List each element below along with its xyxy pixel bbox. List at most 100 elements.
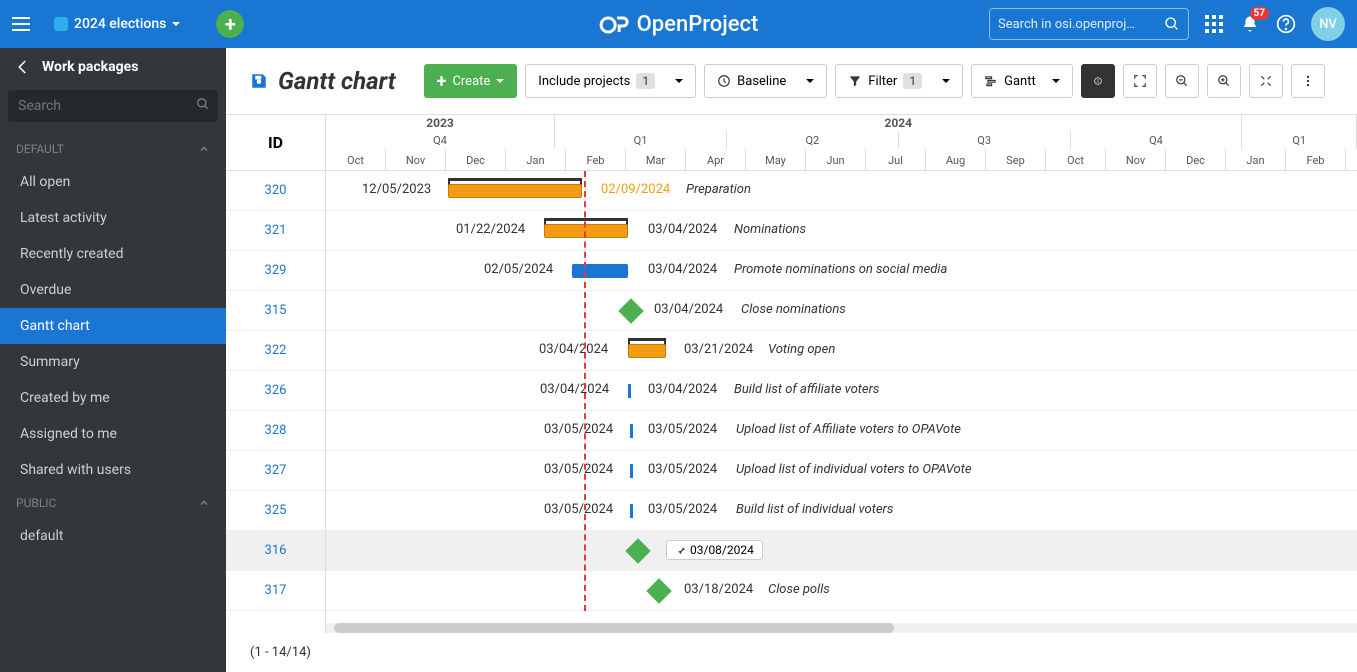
sidebar-item[interactable]: Assigned to me xyxy=(0,416,226,452)
filter-button[interactable]: Filter 1 xyxy=(835,64,963,98)
work-package-link[interactable]: 327 xyxy=(265,463,287,478)
notifications-icon[interactable]: 57 xyxy=(1239,13,1261,35)
sidebar-item[interactable]: Recently created xyxy=(0,236,226,272)
global-search[interactable] xyxy=(989,8,1189,40)
sidebar-item[interactable]: All open xyxy=(0,164,226,200)
sidebar-section-header[interactable]: DEFAULT xyxy=(0,134,226,164)
sidebar-item[interactable]: Shared with users xyxy=(0,452,226,488)
pinned-date-label[interactable]: 03/08/2024 xyxy=(666,540,763,560)
task-label: Nominations xyxy=(734,222,806,237)
end-date-label: 03/04/2024 xyxy=(648,262,717,277)
timeline-area[interactable]: 20232024 Q4Q1Q2Q3Q4Q1 OctNovDecJanFebMar… xyxy=(326,115,1357,633)
quarter-cell: Q4 xyxy=(326,131,555,149)
info-button[interactable] xyxy=(1081,64,1115,98)
timeline-row[interactable]: 12/05/202302/09/2024Preparation xyxy=(326,171,1357,211)
table-row-id: 317 xyxy=(226,571,325,611)
task-label: Promote nominations on social media xyxy=(734,262,947,277)
sidebar-item[interactable]: Latest activity xyxy=(0,200,226,236)
milestone-diamond[interactable] xyxy=(618,298,643,323)
work-package-link[interactable]: 321 xyxy=(265,223,287,238)
table-row-id: 328 xyxy=(226,411,325,451)
month-cell: Oct xyxy=(326,149,386,171)
timeline-row[interactable]: 03/05/202403/05/2024Build list of indivi… xyxy=(326,491,1357,531)
milestone-diamond[interactable] xyxy=(625,538,650,563)
project-selector[interactable]: 2024 elections xyxy=(54,16,180,32)
id-column: ID 320 321 329 315 322 326 328 327 325 316 317 xyxy=(226,115,326,633)
chevron-down-icon xyxy=(496,79,504,83)
gantt-bar[interactable] xyxy=(630,424,633,438)
fullscreen-button[interactable] xyxy=(1123,64,1157,98)
timeline-header: 20232024 Q4Q1Q2Q3Q4Q1 OctNovDecJanFebMar… xyxy=(326,115,1357,171)
sidebar-item[interactable]: Summary xyxy=(0,344,226,380)
work-package-link[interactable]: 316 xyxy=(265,543,287,558)
logo[interactable]: OpenProject xyxy=(599,11,759,37)
id-column-header[interactable]: ID xyxy=(226,115,325,171)
timeline-row[interactable]: 03/04/202403/21/2024Voting open xyxy=(326,331,1357,371)
timeline-row[interactable]: 03/04/2024 Close nominations xyxy=(326,291,1357,331)
timeline-row[interactable]: 03/08/2024 xyxy=(326,531,1357,571)
gantt-bar[interactable] xyxy=(628,344,666,358)
create-button[interactable]: + Create xyxy=(424,64,518,98)
gantt-view-button[interactable]: Gantt xyxy=(971,64,1073,98)
user-avatar[interactable]: NV xyxy=(1311,7,1345,41)
work-package-link[interactable]: 317 xyxy=(265,583,287,598)
month-cell: Oct xyxy=(1046,149,1106,171)
add-button[interactable]: + xyxy=(216,10,244,38)
global-search-input[interactable] xyxy=(998,17,1164,32)
timeline-row[interactable]: 03/04/202403/04/2024Build list of affili… xyxy=(326,371,1357,411)
work-package-link[interactable]: 325 xyxy=(265,503,287,518)
timeline-row[interactable]: 03/05/202403/05/2024Upload list of indiv… xyxy=(326,451,1357,491)
pager: (1 - 14/14) xyxy=(226,633,1357,672)
sidebar-item[interactable]: Created by me xyxy=(0,380,226,416)
work-package-link[interactable]: 322 xyxy=(265,343,287,358)
sidebar-item[interactable]: Gantt chart xyxy=(0,308,226,344)
gantt-bar[interactable] xyxy=(544,224,628,238)
work-package-link[interactable]: 329 xyxy=(265,263,287,278)
plus-icon: + xyxy=(437,71,447,92)
timeline-row[interactable]: 01/22/202403/04/2024Nominations xyxy=(326,211,1357,251)
help-icon[interactable] xyxy=(1275,13,1297,35)
table-row-id: 315 xyxy=(226,291,325,331)
timeline-row[interactable]: 03/05/202403/05/2024Upload list of Affil… xyxy=(326,411,1357,451)
end-date-label: 03/04/2024 xyxy=(654,302,723,317)
work-package-link[interactable]: 326 xyxy=(265,383,287,398)
table-row-id: 325 xyxy=(226,491,325,531)
timeline-row[interactable]: 03/18/2024Close polls xyxy=(326,571,1357,611)
work-package-link[interactable]: 315 xyxy=(265,303,287,318)
expand-all-button[interactable] xyxy=(1249,64,1283,98)
hamburger-menu[interactable] xyxy=(12,12,36,36)
create-label: Create xyxy=(452,74,490,89)
milestone-diamond[interactable] xyxy=(646,578,671,603)
horizontal-scrollbar[interactable] xyxy=(326,623,1357,633)
gantt-bar[interactable] xyxy=(628,384,631,398)
gantt-bar[interactable] xyxy=(630,464,633,478)
apps-icon[interactable] xyxy=(1203,13,1225,35)
sidebar-search-input[interactable] xyxy=(8,90,218,122)
back-arrow-icon[interactable] xyxy=(14,58,32,76)
work-package-link[interactable]: 320 xyxy=(265,183,287,198)
page-title: Gantt chart xyxy=(278,67,396,95)
sidebar-section-header[interactable]: PUBLIC xyxy=(0,488,226,518)
month-cell: Dec xyxy=(446,149,506,171)
baseline-button[interactable]: Baseline xyxy=(704,64,827,98)
quarter-cell: Q4 xyxy=(1071,131,1243,149)
gantt-icon xyxy=(984,74,998,88)
task-label: Close nominations xyxy=(741,302,846,317)
quarter-cell: Q1 xyxy=(1242,131,1357,149)
scrollbar-thumb[interactable] xyxy=(334,623,894,633)
sidebar-item[interactable]: Overdue xyxy=(0,272,226,308)
project-name: 2024 elections xyxy=(74,16,166,32)
month-cell: Jan xyxy=(506,149,566,171)
sidebar-item[interactable]: default xyxy=(0,518,226,554)
gantt-bar[interactable] xyxy=(630,504,633,518)
save-icon[interactable] xyxy=(250,72,268,90)
start-date-label: 12/05/2023 xyxy=(362,182,431,197)
more-button[interactable] xyxy=(1291,64,1325,98)
gantt-bar[interactable] xyxy=(448,184,582,198)
timeline-row[interactable]: 02/05/202403/04/2024Promote nominations … xyxy=(326,251,1357,291)
zoom-in-button[interactable] xyxy=(1207,64,1241,98)
gantt-bar[interactable] xyxy=(572,264,628,278)
work-package-link[interactable]: 328 xyxy=(265,423,287,438)
zoom-out-button[interactable] xyxy=(1165,64,1199,98)
include-projects-button[interactable]: Include projects 1 xyxy=(525,64,696,98)
